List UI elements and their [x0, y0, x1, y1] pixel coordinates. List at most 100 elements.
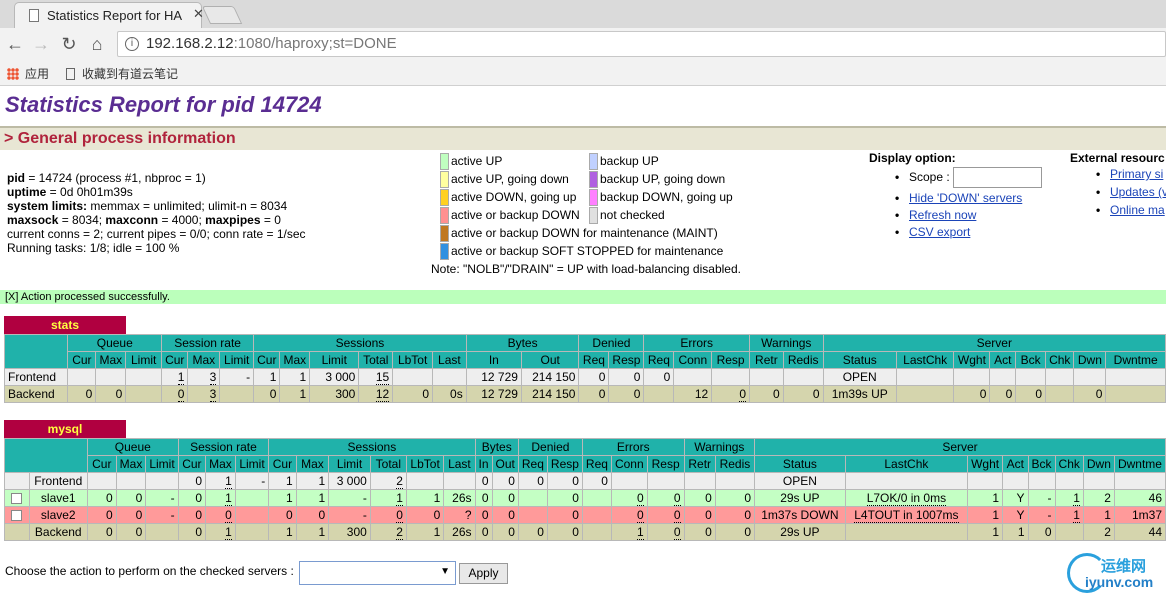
- browser-tab[interactable]: Statistics Report for HA ✕: [14, 2, 204, 28]
- home-icon[interactable]: ⌂: [91, 34, 103, 54]
- scope-input[interactable]: [953, 167, 1042, 188]
- action-label: Choose the action to perform on the chec…: [5, 564, 294, 578]
- cell: 2: [1082, 523, 1115, 541]
- cell: 0: [253, 385, 281, 403]
- cell: 0: [1073, 385, 1107, 403]
- cell: 0: [369, 506, 407, 524]
- cell-link[interactable]: 1: [177, 370, 185, 385]
- cell-link[interactable]: 1: [1073, 508, 1080, 523]
- browser-toolbar: ← → ↻ ⌂ i 192.168.2.12:1080/haproxy;st=D…: [0, 28, 1166, 60]
- pid-value: = 14724 (process #1, nbproc = 1): [25, 171, 206, 185]
- cell-link[interactable]: 3: [209, 370, 217, 385]
- column-header: Limit: [125, 351, 163, 369]
- hide-down-link[interactable]: Hide 'DOWN' servers: [909, 191, 1023, 205]
- group-header: Warnings: [683, 438, 756, 456]
- cell-link[interactable]: 0: [673, 491, 681, 506]
- bullet-icon: •: [895, 225, 900, 239]
- cell: 300: [309, 385, 360, 403]
- scope-label: Scope :: [909, 170, 950, 184]
- group-header: Server: [754, 438, 1166, 456]
- apply-button[interactable]: Apply: [459, 563, 508, 584]
- cell-link[interactable]: 1: [225, 474, 232, 489]
- column-header: Out: [520, 351, 580, 369]
- cell-link[interactable]: 0: [739, 387, 747, 402]
- bookmark-youdao[interactable]: 收藏到有道云笔记: [66, 65, 178, 82]
- info-icon[interactable]: i: [125, 37, 139, 51]
- cell-link[interactable]: 0: [636, 508, 644, 523]
- cell-link[interactable]: 0: [673, 525, 681, 540]
- group-header-row: Queue Session rate Sessions Bytes Denied Erro…: [4, 438, 1166, 473]
- cell: 1: [967, 506, 1004, 524]
- cell-link[interactable]: 2: [396, 474, 403, 489]
- cell: 0: [1015, 385, 1047, 403]
- cell-link[interactable]: 1: [1073, 491, 1080, 506]
- cell: 1: [967, 489, 1004, 507]
- cell: 1: [610, 523, 648, 541]
- cell-link[interactable]: 15: [375, 370, 390, 385]
- cell: 0: [546, 472, 583, 490]
- column-header: LbTot: [405, 455, 445, 473]
- online-manual-link[interactable]: Online ma: [1110, 203, 1165, 217]
- reload-icon[interactable]: ↻: [61, 34, 77, 54]
- cell: -: [145, 506, 179, 524]
- row-name[interactable]: slave2: [28, 506, 88, 524]
- close-tab-icon[interactable]: ✕: [193, 6, 204, 21]
- cell-link[interactable]: 0: [396, 508, 403, 523]
- cell-link[interactable]: 0: [673, 508, 681, 523]
- checkbox-cell: [4, 472, 30, 490]
- cell-link[interactable]: 1: [225, 525, 232, 540]
- cell: Y: [1002, 506, 1029, 524]
- new-tab-button[interactable]: [201, 6, 243, 24]
- cell-link[interactable]: 1: [225, 491, 232, 506]
- cell-link[interactable]: 0: [636, 491, 644, 506]
- back-icon[interactable]: ←: [6, 34, 24, 54]
- proxy-name-mysql[interactable]: mysql: [4, 420, 126, 438]
- bookmark-youdao-label: 收藏到有道云笔记: [82, 67, 179, 81]
- cell-link[interactable]: 2: [396, 525, 403, 540]
- legend-swatch: [589, 207, 598, 224]
- column-header: LastChk: [844, 455, 969, 473]
- cell: 0: [608, 368, 645, 386]
- updates-link[interactable]: Updates (v: [1110, 185, 1166, 199]
- column-header: Max: [95, 351, 127, 369]
- watermark-text-cn: 运维网: [1101, 558, 1147, 575]
- legend-swatch: [440, 207, 449, 224]
- cell: [234, 523, 270, 541]
- chevron-down-icon: ▼: [440, 566, 450, 577]
- column-header: Cur: [177, 455, 207, 473]
- cell: [1073, 368, 1107, 386]
- proxy-name-stats[interactable]: stats: [4, 316, 126, 334]
- checkbox-cell[interactable]: [4, 489, 30, 507]
- cell-link[interactable]: 0: [177, 387, 185, 402]
- action-select[interactable]: ▼: [299, 561, 456, 585]
- address-bar[interactable]: i 192.168.2.12:1080/haproxy;st=DONE: [117, 31, 1166, 57]
- cell-link[interactable]: 12: [375, 387, 390, 402]
- process-info: pid = 14724 (process #1, nbproc = 1) upt…: [7, 171, 306, 255]
- cell-link[interactable]: 1: [396, 491, 403, 506]
- cell: [517, 489, 548, 507]
- bookmark-apps[interactable]: 应用: [7, 65, 49, 82]
- cell-link[interactable]: 3: [209, 387, 217, 402]
- group-header: Denied: [578, 334, 645, 352]
- cell-link[interactable]: 1: [636, 525, 644, 540]
- csv-export-link[interactable]: CSV export: [909, 225, 971, 239]
- cell-link[interactable]: L4TOUT in 1007ms: [854, 508, 959, 523]
- cell: 12: [358, 385, 394, 403]
- cell: 0: [474, 489, 493, 507]
- cell: [234, 489, 270, 507]
- server-checkbox[interactable]: [11, 510, 23, 522]
- primary-site-link[interactable]: Primary si: [1110, 167, 1164, 181]
- section-header: > General process information: [0, 126, 1166, 150]
- bullet-icon: •: [895, 170, 900, 184]
- column-header: Req: [517, 455, 548, 473]
- tab-title: Statistics Report for HA: [47, 8, 183, 23]
- checkbox-cell[interactable]: [4, 506, 30, 524]
- table-row: slave1 0 0-0 1 1 1-1 1 26s 0 0 0 0 0 0 0 29s UP L7OK/0 i…: [4, 489, 1166, 507]
- external-resources: External resourc • Primary si • Updates (v…: [1070, 151, 1166, 217]
- row-name[interactable]: slave1: [28, 489, 88, 507]
- cell-link[interactable]: L7OK/0 in 0ms: [866, 491, 947, 506]
- cell-link[interactable]: 0: [225, 508, 232, 523]
- refresh-link[interactable]: Refresh now: [909, 208, 977, 222]
- server-checkbox[interactable]: [11, 493, 23, 505]
- forward-icon[interactable]: →: [32, 34, 50, 54]
